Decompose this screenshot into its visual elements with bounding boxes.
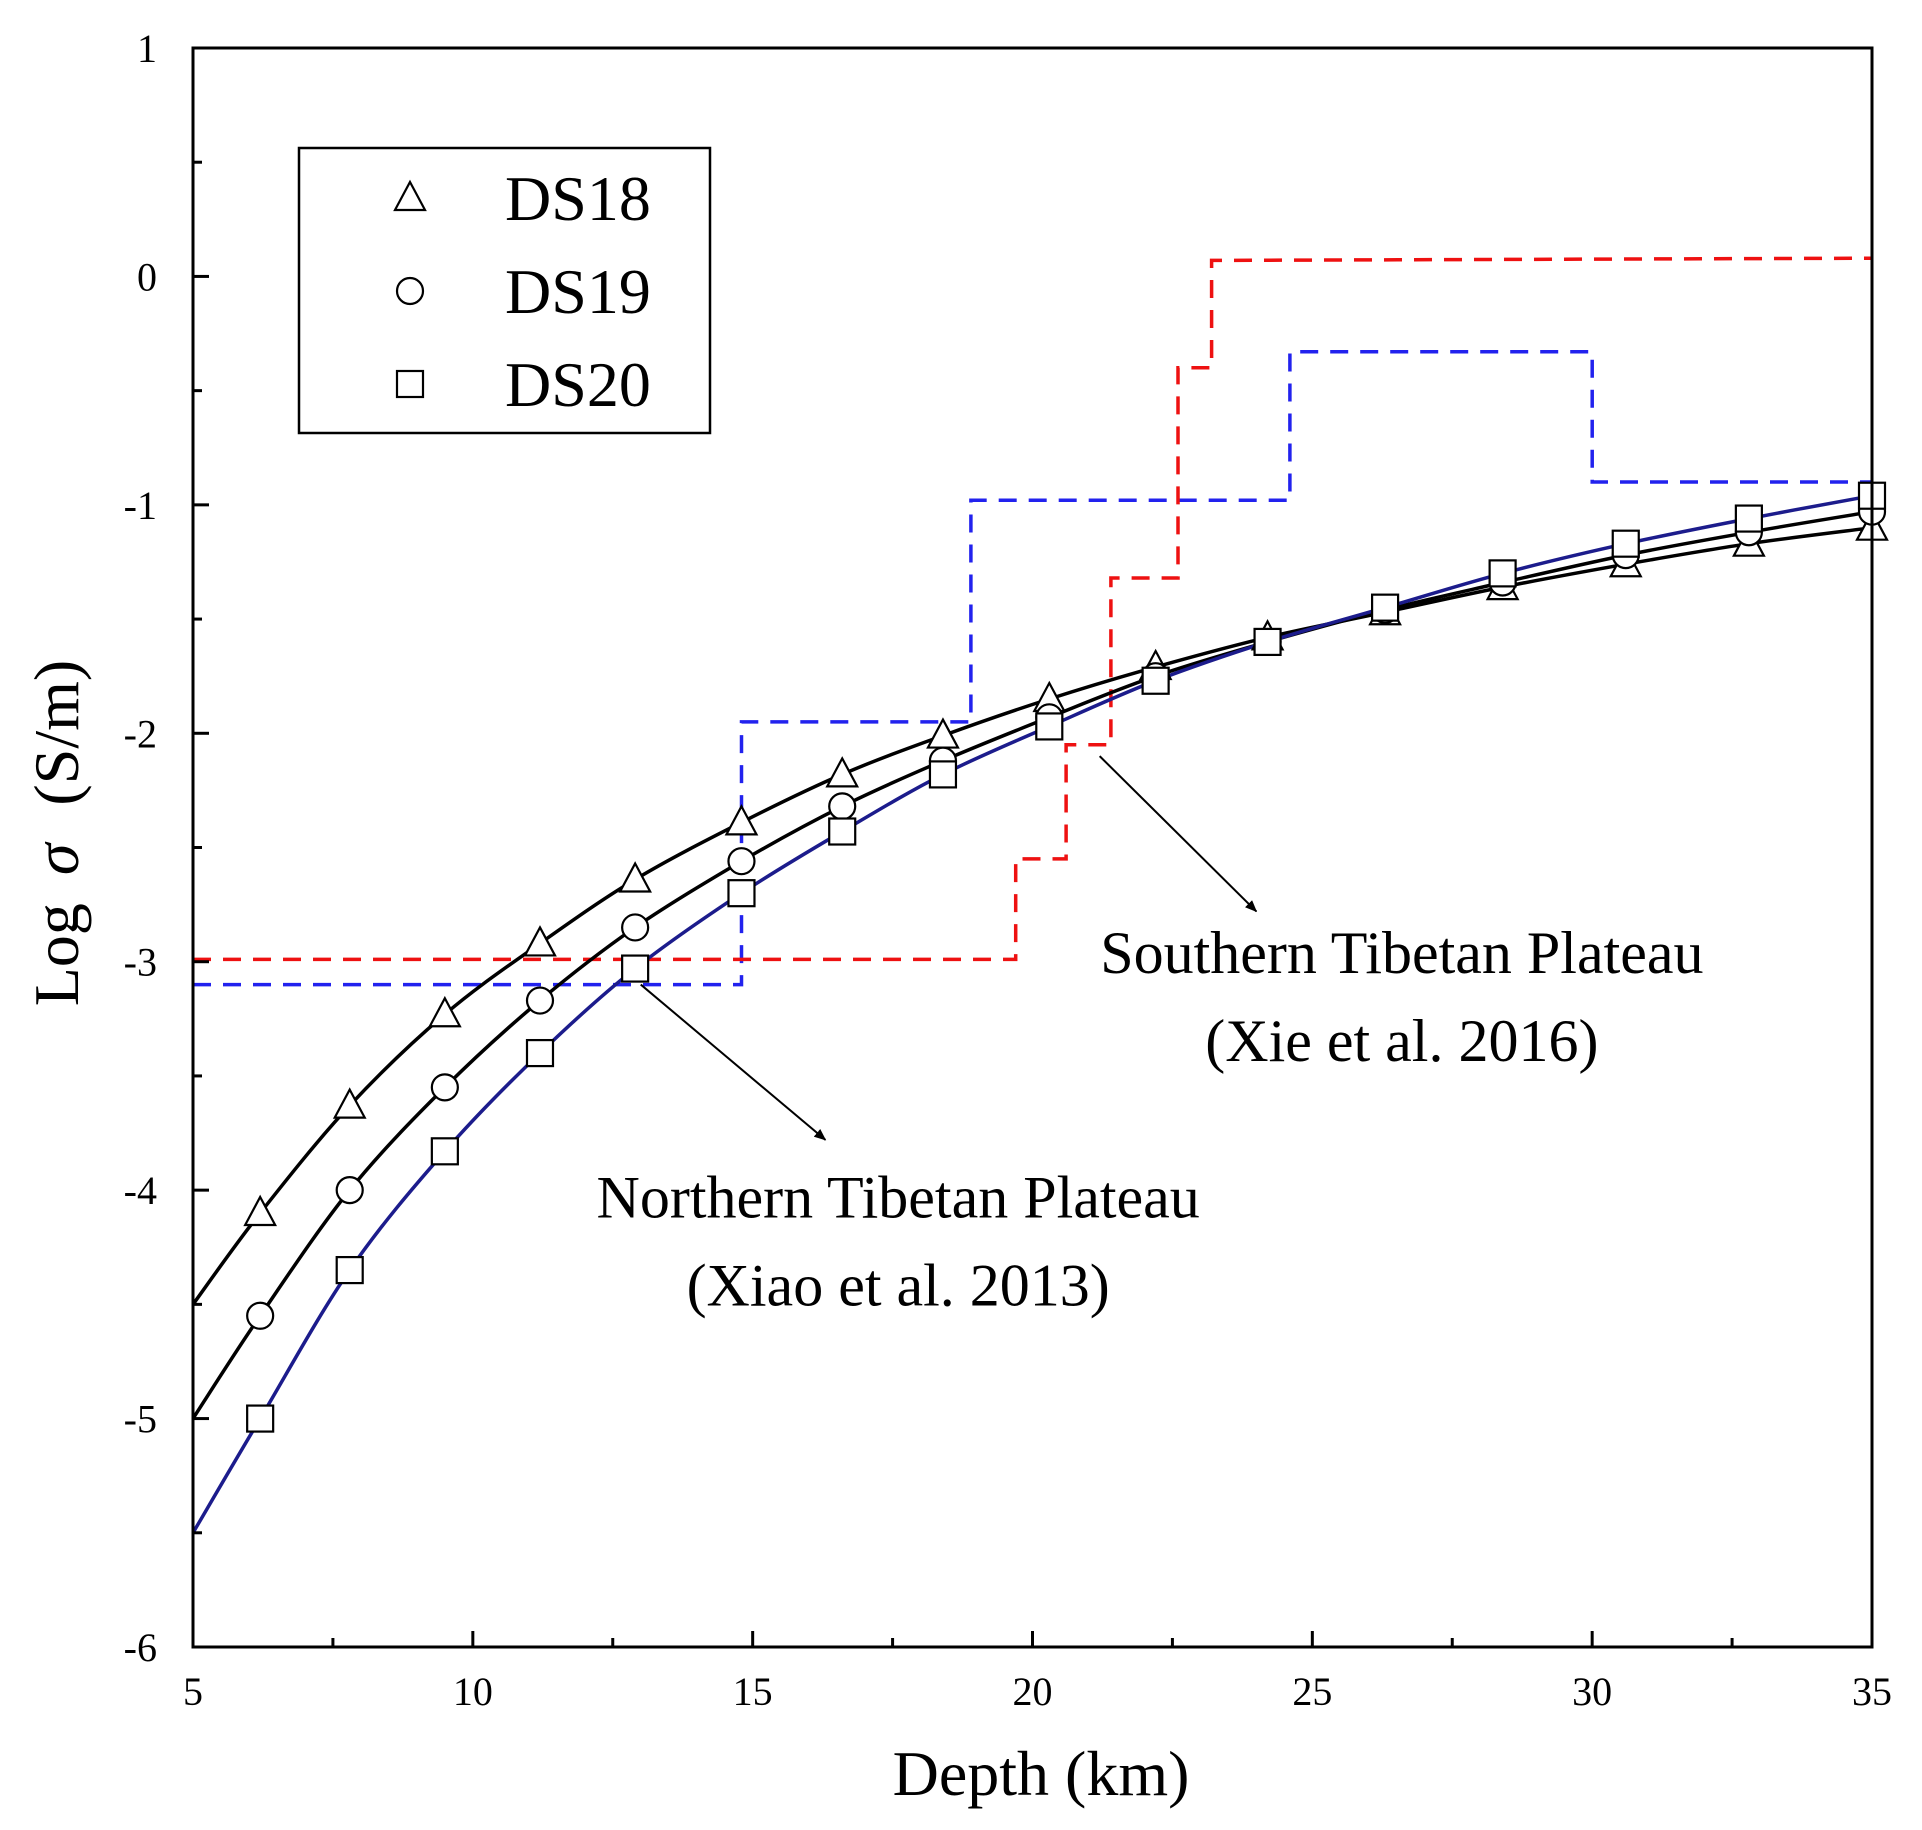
data-point-ds20 [1488,559,1517,588]
legend-symbol-ds19 [395,276,425,306]
data-point-ds19 [828,792,857,821]
data-point-ds20 [1035,712,1064,741]
x-axis-title: Depth (km) [893,1738,1190,1809]
step-profile-northern [193,350,1872,987]
y-tick-label: -3 [124,940,157,985]
data-point-ds20 [525,1038,555,1068]
x-tick-label: 30 [1572,1669,1612,1714]
data-point-ds18 [825,756,860,788]
x-tick-label: 25 [1292,1669,1332,1714]
data-point-ds18 [428,995,462,1028]
data-point-ds20 [1611,529,1640,558]
annotations: Southern Tibetan Plateau (Xie et al. 2016… [597,755,1704,1319]
data-point-ds20 [1370,593,1400,622]
series-markers [243,481,1889,1433]
y-tick-label: -4 [124,1168,157,1213]
data-point-ds19 [335,1176,364,1205]
annotation-source-southern: (Xie et al. 2016) [1205,1008,1598,1074]
x-tick-label: 15 [733,1669,773,1714]
data-point-ds18 [523,925,557,957]
y-tick-label: -6 [124,1625,157,1670]
data-point-ds20 [1253,627,1282,657]
y-tick-label: -2 [124,711,157,756]
data-point-ds18 [618,861,652,893]
data-point-ds18 [332,1087,367,1119]
x-tick-label: 35 [1852,1669,1892,1714]
step-profiles [193,256,1873,987]
data-point-ds20 [1141,666,1170,695]
data-point-ds20 [727,879,756,908]
plot-area [191,256,1889,1534]
data-point-ds19 [621,913,650,942]
annotation-arrow-southern [1098,755,1258,913]
data-point-ds20 [335,1255,364,1285]
data-point-ds18 [724,804,759,836]
y-axis-title: Log σ (S/m) [21,660,92,1006]
y-tick-label: -5 [124,1397,157,1442]
legend: DS18 DS19 DS20 [297,146,712,435]
annotation-source-northern: (Xiao et al. 2013) [687,1253,1110,1319]
data-point-ds19 [430,1073,459,1102]
y-tick-label: 0 [137,254,157,299]
legend-label-ds18: DS18 [505,163,651,234]
data-point-ds20 [1734,504,1763,533]
legend-box [297,146,712,435]
legend-symbol-ds18 [393,179,427,212]
x-tick-label: 20 [1013,1669,1053,1714]
y-axis-title-symbol: σ [21,841,92,875]
x-tick-label: 5 [183,1669,203,1714]
y-axis-title-prefix: Log [21,903,92,1006]
axis-tick-labels: 5 10 15 20 25 30 35 -6 -5 -4 -3 -2 -1 0 1 [124,26,1892,1714]
y-tick-label: -1 [124,483,157,528]
data-point-ds19 [246,1301,275,1330]
x-tick-label: 10 [453,1669,493,1714]
y-axis-title-unit: (S/m) [21,660,92,806]
data-point-ds19 [525,986,555,1015]
data-point-ds18 [243,1194,277,1227]
data-point-ds19 [727,847,756,876]
legend-label-ds19: DS19 [505,256,651,327]
step-profile-southern [193,256,1873,962]
data-point-ds20 [430,1137,459,1166]
data-point-ds20 [928,760,958,789]
annotation-arrow-northern [640,983,827,1141]
legend-label-ds20: DS20 [505,349,651,420]
data-point-ds20 [621,954,650,983]
annotation-title-southern: Southern Tibetan Plateau [1100,920,1703,986]
data-point-ds20 [828,817,857,846]
data-point-ds20 [246,1404,275,1433]
legend-symbol-ds20 [395,369,425,399]
axis-ticks [191,46,1874,1649]
y-tick-label: 1 [137,26,157,71]
annotation-title-northern: Northern Tibetan Plateau [597,1165,1200,1231]
